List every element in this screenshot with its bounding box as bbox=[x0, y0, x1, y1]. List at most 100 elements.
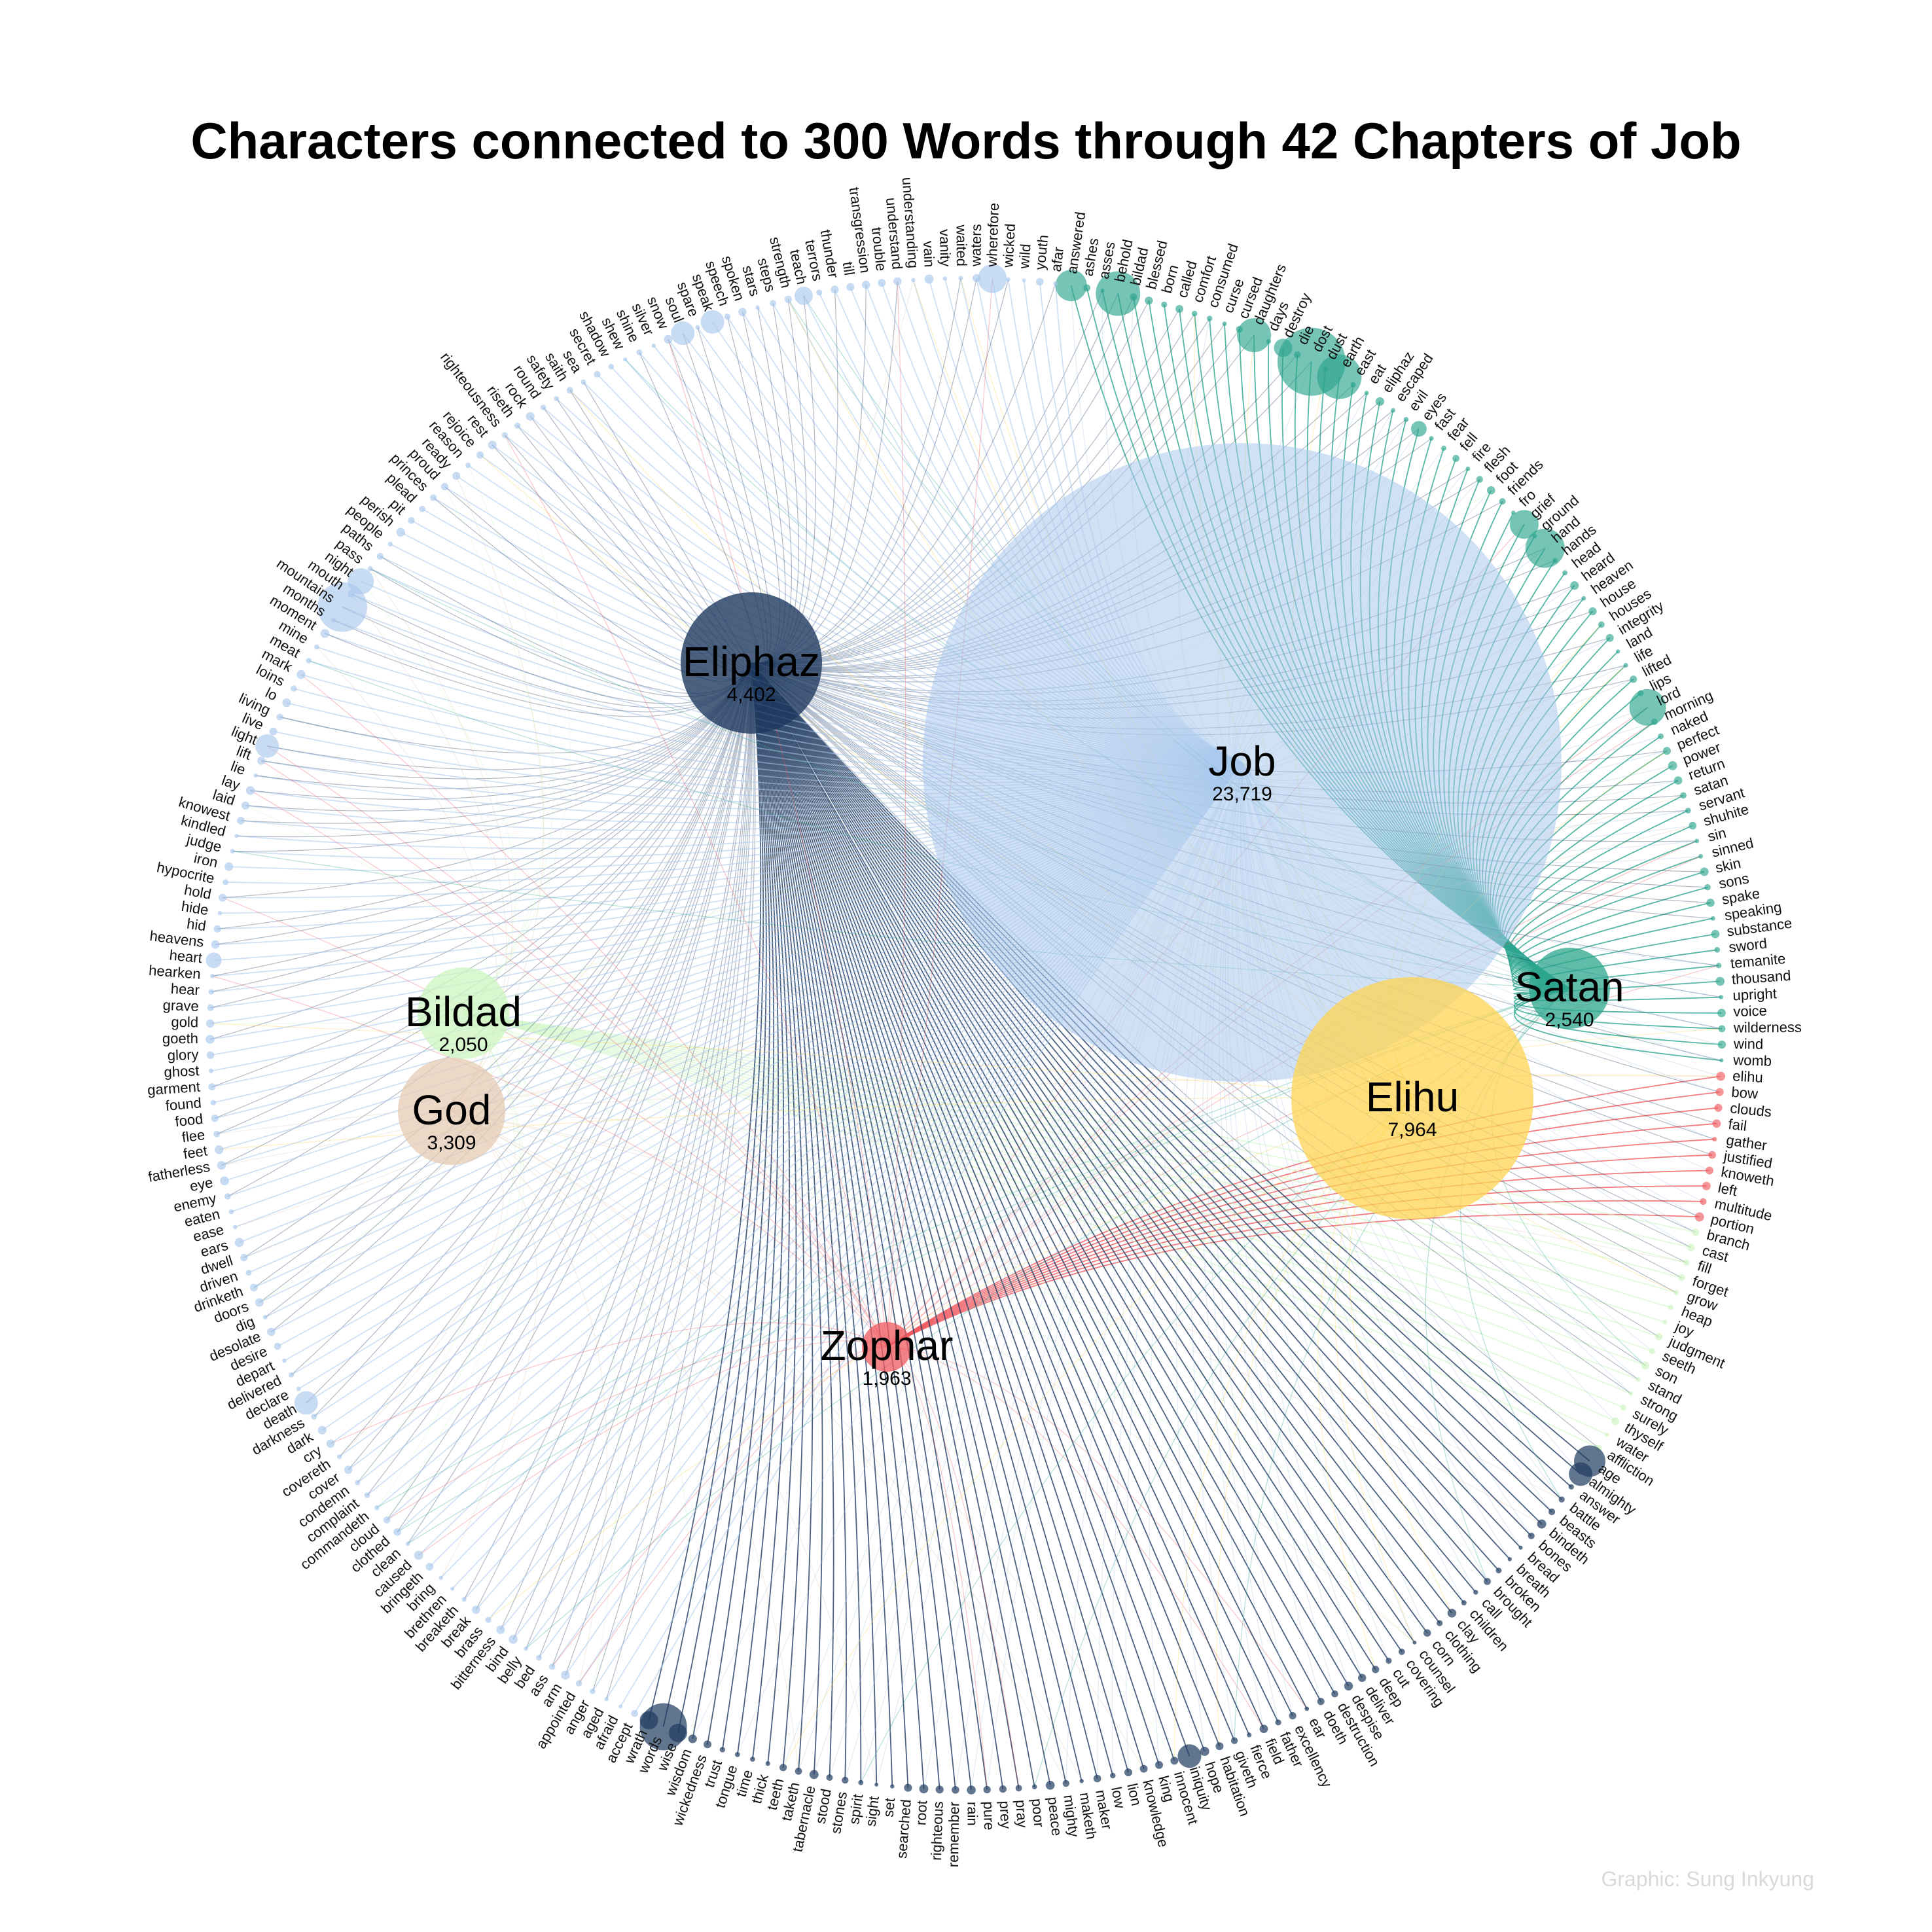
word-node-drinketh[interactable] bbox=[250, 1283, 258, 1292]
word-node-bitterness[interactable] bbox=[496, 1625, 505, 1634]
word-node-hear[interactable] bbox=[208, 989, 215, 995]
word-node-dark[interactable] bbox=[317, 1425, 327, 1435]
word-node-bindeth[interactable] bbox=[1537, 1519, 1547, 1529]
word-node-field[interactable] bbox=[1259, 1725, 1268, 1734]
word-node-garment[interactable] bbox=[208, 1083, 216, 1091]
word-node-lion[interactable] bbox=[1124, 1768, 1132, 1777]
word-node-tabernacle[interactable] bbox=[809, 1770, 819, 1780]
word-node-sword[interactable] bbox=[1714, 946, 1721, 953]
word-node-driven[interactable] bbox=[245, 1270, 252, 1276]
word-node-brass[interactable] bbox=[485, 1617, 492, 1623]
word-node-heart[interactable] bbox=[206, 952, 222, 969]
word-node-pit[interactable] bbox=[408, 517, 415, 524]
word-node-vain[interactable] bbox=[924, 274, 934, 284]
word-node-vanity[interactable] bbox=[942, 276, 948, 281]
word-node-lord[interactable] bbox=[1629, 689, 1666, 726]
word-node-gold[interactable] bbox=[206, 1019, 215, 1028]
word-node-life[interactable] bbox=[1623, 662, 1628, 668]
word-node-fell[interactable] bbox=[1452, 455, 1460, 462]
word-node-understanding[interactable] bbox=[911, 277, 916, 282]
word-node-feet[interactable] bbox=[214, 1145, 224, 1154]
word-node-naked[interactable] bbox=[1658, 733, 1664, 740]
word-node-habitation[interactable] bbox=[1215, 1742, 1224, 1751]
word-node-steps[interactable] bbox=[770, 300, 776, 307]
word-node-low[interactable] bbox=[1110, 1772, 1116, 1779]
word-node-answered[interactable] bbox=[1055, 270, 1087, 302]
word-node-hope[interactable] bbox=[1200, 1747, 1209, 1756]
word-node-ears[interactable] bbox=[234, 1238, 244, 1247]
word-node-water[interactable] bbox=[1605, 1432, 1609, 1437]
word-node-ease[interactable] bbox=[233, 1225, 238, 1230]
word-node-spake[interactable] bbox=[1706, 899, 1715, 907]
word-node-shine[interactable] bbox=[636, 349, 643, 355]
word-node-people[interactable] bbox=[387, 541, 393, 547]
word-node-answer[interactable] bbox=[1568, 1484, 1574, 1490]
word-node-joy[interactable] bbox=[1662, 1319, 1668, 1325]
word-node-pure[interactable] bbox=[983, 1785, 991, 1794]
word-node-accept[interactable] bbox=[631, 1709, 638, 1717]
word-node-ear[interactable] bbox=[1304, 1706, 1310, 1711]
word-node-understand[interactable] bbox=[893, 277, 902, 285]
word-node-sea[interactable] bbox=[581, 379, 586, 385]
word-node-desire[interactable] bbox=[274, 1342, 281, 1350]
word-node-glory[interactable] bbox=[206, 1051, 215, 1059]
word-node-cut[interactable] bbox=[1386, 1657, 1392, 1664]
word-node-maketh[interactable] bbox=[1079, 1779, 1084, 1783]
word-node-womb[interactable] bbox=[1719, 1058, 1724, 1063]
word-node-cloud[interactable] bbox=[383, 1516, 391, 1524]
word-node-meat[interactable] bbox=[306, 658, 312, 664]
word-node-hid[interactable] bbox=[213, 925, 221, 933]
word-node-clouds[interactable] bbox=[1714, 1103, 1723, 1112]
word-node-forget[interactable] bbox=[1678, 1274, 1685, 1281]
word-node-strong[interactable] bbox=[1628, 1391, 1634, 1396]
node-eliphaz[interactable] bbox=[681, 592, 822, 734]
word-node-sinned[interactable] bbox=[1698, 853, 1704, 859]
word-node-belly[interactable] bbox=[524, 1646, 528, 1651]
word-node-east[interactable] bbox=[1350, 382, 1356, 388]
word-node-wild[interactable] bbox=[1022, 278, 1026, 283]
word-node-condemn[interactable] bbox=[355, 1480, 361, 1486]
word-node-curse[interactable] bbox=[1222, 321, 1227, 327]
word-node-giveth[interactable] bbox=[1230, 1737, 1238, 1744]
word-node-aged[interactable] bbox=[604, 1696, 609, 1702]
word-node-call[interactable] bbox=[1473, 1590, 1478, 1595]
word-node-snow[interactable] bbox=[664, 334, 673, 344]
word-node-righteousness[interactable] bbox=[501, 432, 508, 438]
word-node-deliver[interactable] bbox=[1358, 1673, 1367, 1682]
word-node-plead[interactable] bbox=[419, 505, 425, 512]
word-node-shew[interactable] bbox=[623, 357, 628, 362]
word-node-gather[interactable] bbox=[1712, 1137, 1717, 1142]
word-node-time[interactable] bbox=[750, 1757, 755, 1762]
word-node-return[interactable] bbox=[1673, 776, 1683, 785]
word-node-wherefore[interactable] bbox=[978, 264, 1007, 293]
word-node-ready[interactable] bbox=[452, 472, 461, 480]
word-node-trouble[interactable] bbox=[878, 279, 886, 287]
word-node-rejoice[interactable] bbox=[476, 451, 484, 459]
word-node-strength[interactable] bbox=[784, 295, 793, 304]
word-node-sons[interactable] bbox=[1704, 884, 1711, 891]
word-node-evil[interactable] bbox=[1403, 417, 1409, 422]
word-node-judge[interactable] bbox=[230, 849, 235, 854]
word-node-skin[interactable] bbox=[1700, 867, 1709, 876]
word-node-daughters[interactable] bbox=[1237, 318, 1272, 353]
word-node-fear[interactable] bbox=[1441, 445, 1446, 451]
word-node-teeth[interactable] bbox=[779, 1764, 787, 1772]
word-node-foot[interactable] bbox=[1487, 486, 1495, 495]
word-node-waited[interactable] bbox=[958, 276, 963, 281]
word-node-doeth[interactable] bbox=[1317, 1698, 1325, 1706]
word-node-rain[interactable] bbox=[967, 1785, 976, 1795]
word-node-corn[interactable] bbox=[1423, 1629, 1431, 1637]
word-node-fatherless[interactable] bbox=[217, 1161, 226, 1170]
word-node-spare[interactable] bbox=[695, 325, 700, 330]
word-node-ashes[interactable] bbox=[1083, 284, 1091, 292]
word-node-land[interactable] bbox=[1616, 649, 1620, 654]
word-node-youth[interactable] bbox=[1035, 277, 1044, 286]
word-node-appointed[interactable] bbox=[575, 1680, 582, 1687]
word-node-root[interactable] bbox=[919, 1784, 929, 1794]
word-node-bread[interactable] bbox=[1518, 1545, 1523, 1550]
word-node-stand[interactable] bbox=[1636, 1377, 1641, 1382]
word-node-moment[interactable] bbox=[320, 629, 330, 638]
word-node-mark[interactable] bbox=[296, 670, 306, 679]
word-node-afar[interactable] bbox=[1053, 281, 1058, 286]
word-node-thick[interactable] bbox=[765, 1761, 770, 1766]
